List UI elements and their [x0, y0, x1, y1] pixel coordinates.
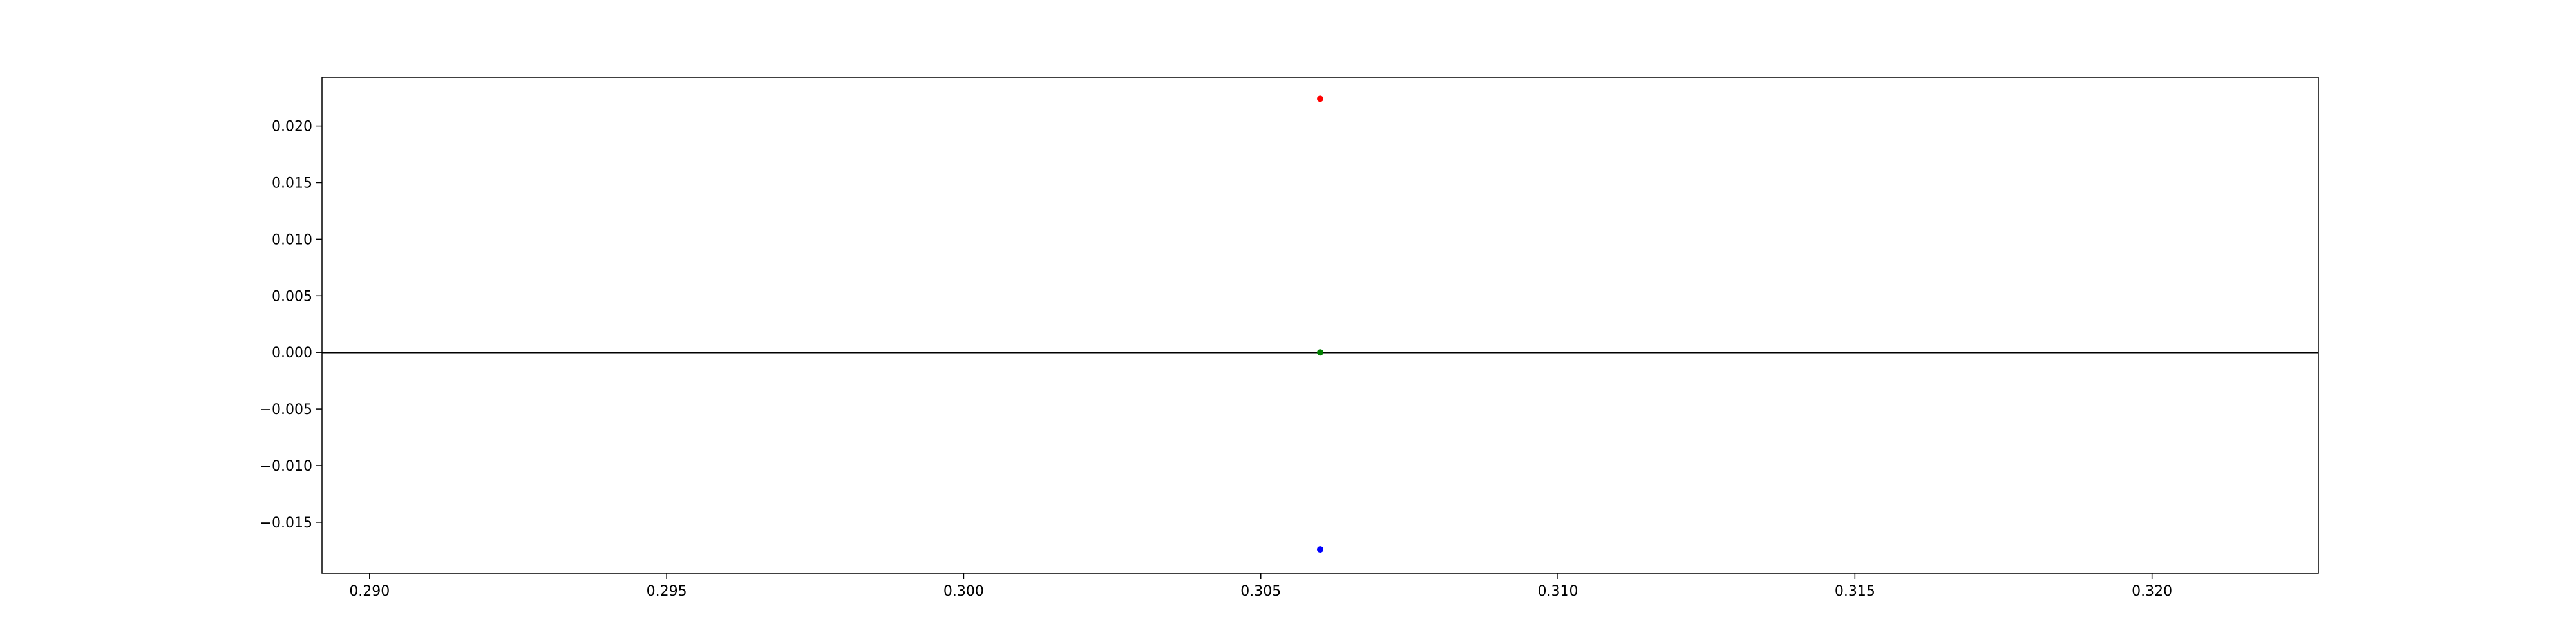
x-tick-label: 0.305: [1240, 583, 1281, 600]
x-tick-label: 0.315: [1835, 583, 1875, 600]
x-tick-label: 0.300: [943, 583, 984, 600]
y-tick-label: −0.015: [260, 515, 312, 531]
x-tick-label: 0.290: [349, 583, 390, 600]
data-point: [1317, 349, 1323, 356]
x-tick-label: 0.295: [647, 583, 687, 600]
x-tick-label: 0.320: [2132, 583, 2172, 600]
y-tick-label: 0.020: [272, 119, 312, 135]
x-axis-ticks: 0.290 0.295 0.300 0.305 0.310 0.315 0.320: [349, 573, 2172, 600]
x-tick-label: 0.310: [1538, 583, 1578, 600]
y-tick-label: 0.010: [272, 232, 312, 248]
y-tick-label: 0.015: [272, 175, 312, 191]
y-tick-label: −0.005: [260, 402, 312, 418]
data-point: [1317, 546, 1323, 553]
y-axis-ticks: 0.020 0.015 0.010 0.005 0.000 −0.005 −0.010 −0.…: [260, 119, 322, 531]
data-point: [1317, 95, 1323, 102]
y-tick-label: 0.005: [272, 289, 312, 305]
data-points: [1317, 95, 1323, 553]
y-tick-label: −0.010: [260, 459, 312, 475]
y-tick-label: 0.000: [272, 345, 312, 361]
plot-area-frame: [321, 77, 2319, 574]
